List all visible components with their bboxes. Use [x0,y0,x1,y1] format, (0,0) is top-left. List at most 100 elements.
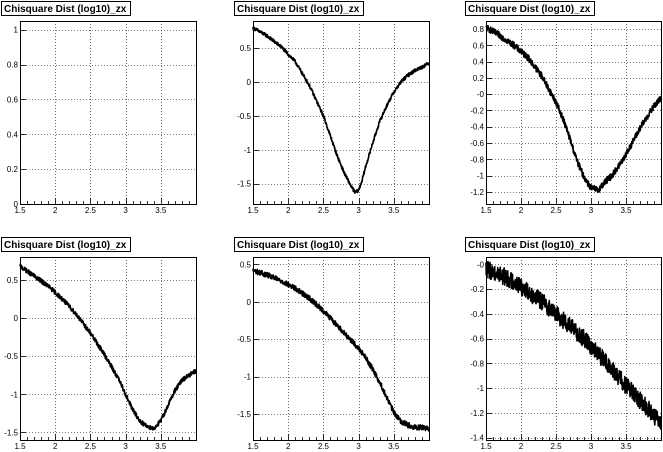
x-tick-label: 2.5 [550,442,562,451]
y-tick-label: -0.2 [470,106,484,115]
y-tick-label: -0 [477,260,485,269]
y-tick-label: 0.2 [7,165,19,174]
x-tick-label: 3 [589,442,594,451]
y-tick-label: -0.4 [470,123,484,132]
x-tick-label: 2.5 [85,442,97,451]
x-tick-label: 2 [519,206,524,215]
x-tick-label: 1.5 [480,442,492,451]
x-tick-label: 3.5 [620,442,632,451]
x-tick-label: 3.5 [620,206,632,215]
y-tick-label: 0.4 [7,130,19,139]
y-tick-label: -1 [244,373,252,382]
series-line [485,24,662,193]
y-tick-label: -0.5 [4,352,18,361]
chart-title: Chisquare Dist (log10)_zx [4,4,127,15]
y-tick-label: 0 [14,200,19,209]
x-tick-label: 2 [519,442,524,451]
y-tick-label: 0.6 [473,41,485,50]
x-tick-label: 2 [53,206,58,215]
title-box [465,237,595,252]
plot-frame [486,257,662,441]
x-tick-label: 2.5 [85,206,97,215]
chart-title: Chisquare Dist (log10)_zx [468,4,591,15]
chart-panel-1: Chisquare Dist (log10)_zx 1.5 2 2.5 3 3.5 0 0.2… [1,1,197,215]
x-tick-label: 1.5 [14,442,26,451]
x-tick-label: 2.5 [550,206,562,215]
title-box [465,1,595,16]
chart-panel-3: Chisquare Dist (log10)_zx 1.5 2 2.5 3 3.5 -1.2… [465,1,662,215]
chart-title: Chisquare Dist (log10)_zx [468,240,591,251]
title-box [1,237,131,252]
chart-panel-6: Chisquare Dist (log10)_zx 1.5 2 2.5 3 3.5 -1.4… [465,237,662,451]
y-tick-label: -0.2 [470,285,484,294]
y-tick-label: -0.8 [470,155,484,164]
y-tick-label: -0.8 [470,359,484,368]
chart-title: Chisquare Dist (log10)_zx [4,240,127,251]
x-tick-label: 2 [53,442,58,451]
y-tick-label: 0 [247,298,252,307]
y-tick-label: 1 [14,26,19,35]
chart-title: Chisquare Dist (log10)_zx [237,240,360,251]
y-tick-label: -1 [477,384,485,393]
x-tick-label: 2.5 [318,442,330,451]
y-tick-label: -0.4 [470,310,484,319]
x-tick-label: 3 [123,442,128,451]
series-line [19,263,197,431]
y-tick-label: -1.5 [237,180,251,189]
y-tick-label: -1.5 [237,410,251,419]
x-tick-label: 3.5 [388,206,400,215]
y-tick-label: 0.4 [473,58,485,67]
y-tick-label: 0.8 [473,25,485,34]
plot-frame [253,257,430,441]
y-tick-label: -1.5 [4,428,18,437]
y-tick-label: -1.2 [470,409,484,418]
y-tick-label: -0.5 [237,112,251,121]
x-tick-label: 3.5 [155,206,167,215]
y-tick-label: 0.8 [7,61,19,70]
y-tick-label: 0.6 [7,95,19,104]
y-tick-label: 0 [14,314,19,323]
title-box [234,237,364,252]
y-tick-label: -0 [477,90,485,99]
x-tick-label: 3.5 [155,442,167,451]
chart-title: Chisquare Dist (log10)_zx [237,4,360,15]
y-tick-label: -1.2 [470,188,484,197]
y-tick-label: 0.5 [240,260,252,269]
x-tick-label: 2 [286,442,291,451]
chart-panel-5: Chisquare Dist (log10)_zx 1.5 2 2.5 3 3.5 -1.5… [234,237,430,451]
chart-panel-2: Chisquare Dist (log10)_zx 1.5 2 2.5 3 3.5 -1.5… [234,1,430,215]
x-tick-label: 1.5 [247,442,259,451]
y-tick-label: -0.6 [470,139,484,148]
series-line [252,268,430,432]
plot-frame [20,21,197,205]
x-tick-label: 3 [123,206,128,215]
x-tick-label: 3 [589,206,594,215]
y-tick-label: 0.5 [7,276,19,285]
plot-frame [486,21,662,205]
x-tick-label: 1.5 [480,206,492,215]
series-line [252,25,430,194]
chart-panel-4: Chisquare Dist (log10)_zx 1.5 2 2.5 3 3.5 -1.5… [1,237,197,451]
x-tick-label: 1.5 [14,206,26,215]
plot-frame [253,21,430,205]
x-tick-label: 2 [286,206,291,215]
y-tick-label: -0.5 [237,335,251,344]
y-tick-label: -1 [477,172,485,181]
title-box [234,1,364,16]
y-tick-label: 0 [247,78,252,87]
y-tick-label: 0.5 [240,44,252,53]
plot-frame [20,257,197,441]
y-tick-label: 0.2 [473,74,485,83]
x-tick-label: 3 [356,442,361,451]
x-tick-label: 3.5 [388,442,400,451]
x-tick-label: 2.5 [318,206,330,215]
y-tick-label: -1.4 [470,434,484,443]
y-tick-label: -1 [11,390,19,399]
x-tick-label: 1.5 [247,206,259,215]
title-box [1,1,131,16]
x-tick-label: 3 [356,206,361,215]
y-tick-label: -0.6 [470,335,484,344]
series-line [485,260,662,430]
y-tick-label: -1 [244,146,252,155]
